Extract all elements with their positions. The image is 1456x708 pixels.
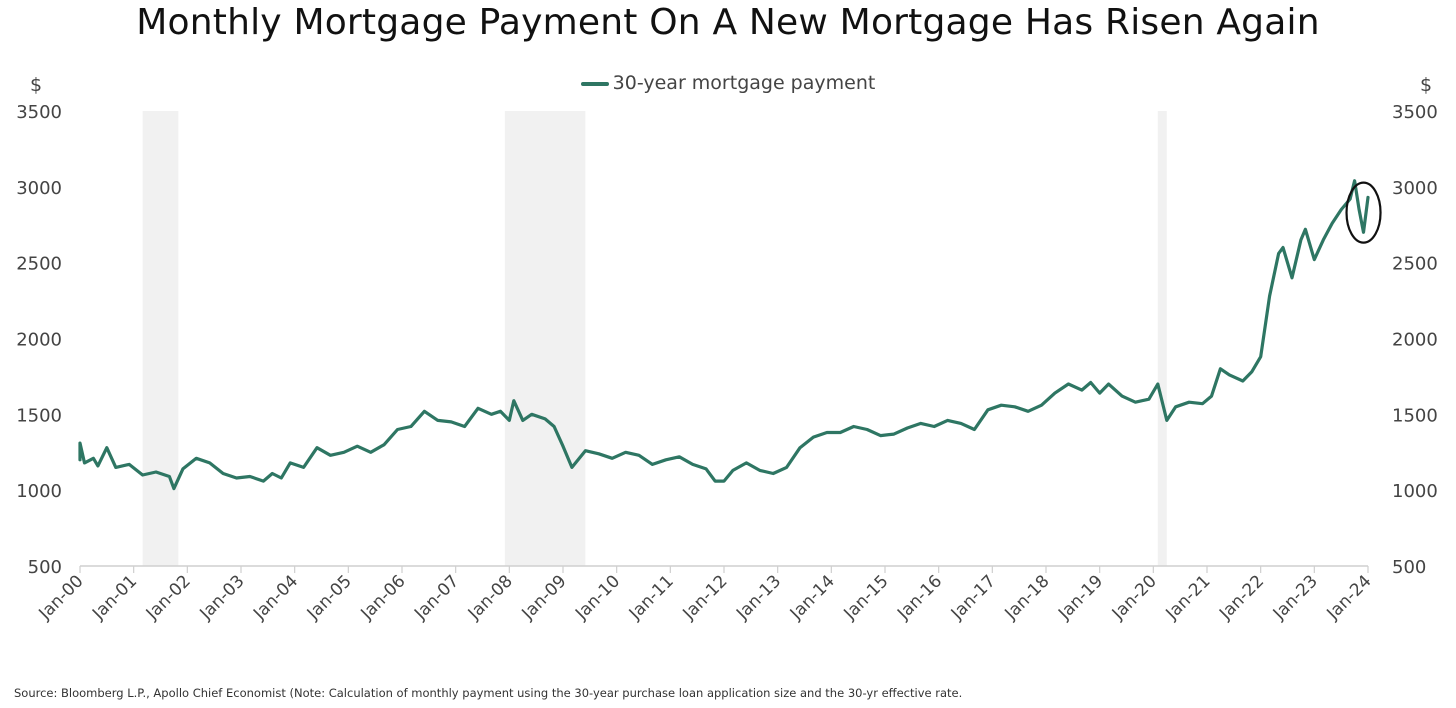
- y-tick-right: 500: [1392, 557, 1426, 578]
- x-tick-label: Jan-17: [947, 571, 1000, 624]
- x-tick-label: Jan-18: [1001, 571, 1054, 624]
- x-tick-label: Jan-07: [410, 571, 463, 624]
- x-tick-label: Jan-04: [249, 571, 302, 624]
- legend-label: 30-year mortgage payment: [612, 72, 876, 94]
- x-tick-label: Jan-19: [1054, 571, 1107, 624]
- y-tick-left: 1500: [16, 405, 62, 426]
- y-tick-right: 2500: [1392, 254, 1438, 275]
- y-tick-left: 2000: [16, 330, 62, 351]
- y-tick-right: 1000: [1392, 481, 1438, 502]
- x-tick-label: Jan-02: [142, 571, 195, 624]
- x-tick-label: Jan-09: [518, 571, 571, 624]
- recession-band: [504, 111, 586, 566]
- x-tick-label: Jan-00: [35, 571, 88, 624]
- right-axis-unit: $: [1420, 74, 1433, 96]
- x-tick-label: Jan-14: [786, 571, 839, 624]
- series-line-30-year-mortgage-payment: [78, 179, 1370, 491]
- y-tick-left: 3000: [16, 178, 62, 199]
- y-tick-right: 1500: [1392, 405, 1438, 426]
- y-tick-right: 3500: [1392, 102, 1438, 123]
- x-tick-label: Jan-23: [1269, 571, 1322, 624]
- x-tick-label: Jan-01: [88, 571, 141, 624]
- x-tick-label: Jan-06: [357, 571, 410, 624]
- x-tick-label: Jan-13: [732, 571, 785, 624]
- legend: 30-year mortgage payment: [0, 72, 1456, 94]
- y-tick-left: 3500: [16, 102, 62, 123]
- x-tick-label: Jan-24: [1323, 571, 1376, 624]
- left-axis-unit: $: [30, 74, 43, 96]
- y-tick-right: 3000: [1392, 178, 1438, 199]
- y-tick-left: 500: [28, 557, 62, 578]
- x-tick-label: Jan-16: [893, 571, 946, 624]
- x-tick-label: Jan-22: [1215, 571, 1268, 624]
- recession-band: [142, 111, 179, 566]
- x-tick-label: Jan-08: [464, 571, 517, 624]
- y-tick-left: 2500: [16, 254, 62, 275]
- y-tick-right: 2000: [1392, 330, 1438, 351]
- x-tick-label: Jan-21: [1162, 571, 1215, 624]
- chart-title: Monthly Mortgage Payment On A New Mortga…: [136, 2, 1320, 43]
- y-tick-left: 1000: [16, 481, 62, 502]
- x-tick-label: Jan-03: [196, 571, 249, 624]
- x-tick-label: Jan-11: [625, 571, 678, 624]
- x-tick-label: Jan-12: [679, 571, 732, 624]
- x-tick-label: Jan-05: [303, 571, 356, 624]
- x-tick-label: Jan-20: [1108, 571, 1161, 624]
- x-tick-label: Jan-10: [571, 571, 624, 624]
- x-tick-label: Jan-15: [840, 571, 893, 624]
- recession-band: [1157, 111, 1167, 566]
- highlight-circle: [1345, 181, 1382, 244]
- legend-swatch: [580, 81, 609, 86]
- source-note: Source: Bloomberg L.P., Apollo Chief Eco…: [14, 686, 963, 700]
